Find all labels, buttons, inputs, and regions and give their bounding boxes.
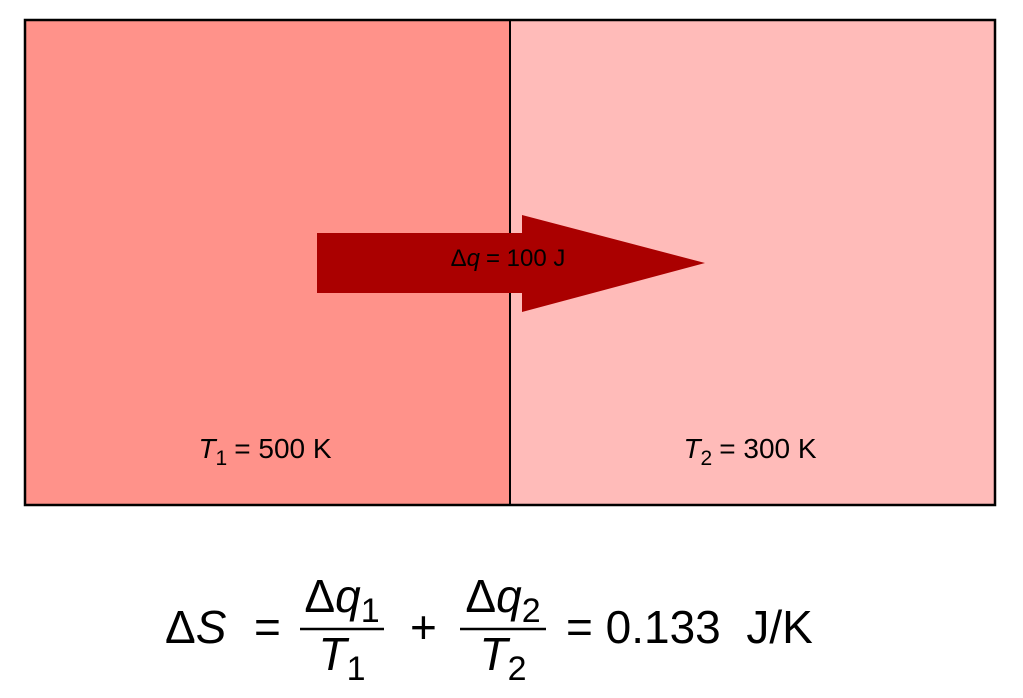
variable: q (496, 570, 522, 622)
variable: q (335, 570, 361, 622)
plus: + (410, 601, 437, 653)
hot-temperature: T1 = 500 K (198, 433, 331, 470)
cold-temperature: T2 = 300 K (683, 433, 816, 470)
subscript: 2 (508, 650, 527, 688)
variable: T (683, 433, 702, 464)
variable: T (198, 433, 217, 464)
subscript: 2 (701, 447, 713, 470)
delta: Δ (465, 570, 496, 622)
subscript: 2 (522, 592, 541, 630)
value: = 500 K (234, 433, 332, 464)
subscript: 1 (216, 447, 228, 470)
delta: Δ (451, 245, 467, 272)
variable: S (196, 601, 227, 653)
variable: T (318, 628, 349, 680)
delta: Δ (304, 570, 335, 622)
heat-label: Δq = 100 J (451, 245, 566, 272)
numerator: Δq1 (304, 570, 379, 630)
variable: T (479, 628, 510, 680)
delta: Δ (165, 601, 196, 653)
denominator: T2 (479, 628, 526, 688)
numerator: Δq2 (465, 570, 540, 630)
variable: q (467, 245, 481, 272)
heat-arrow (317, 215, 705, 312)
equation: ΔS = Δq1 T1 + Δq2 T2 = 0.133 J/K (165, 570, 813, 688)
result: = 0.133 J/K (566, 601, 813, 653)
subscript: 1 (361, 592, 380, 630)
value: = 100 J (486, 245, 565, 272)
equals: = (254, 601, 281, 653)
value: = 300 K (719, 433, 817, 464)
lhs: ΔS (165, 601, 227, 653)
denominator: T1 (318, 628, 365, 688)
subscript: 1 (347, 650, 366, 688)
